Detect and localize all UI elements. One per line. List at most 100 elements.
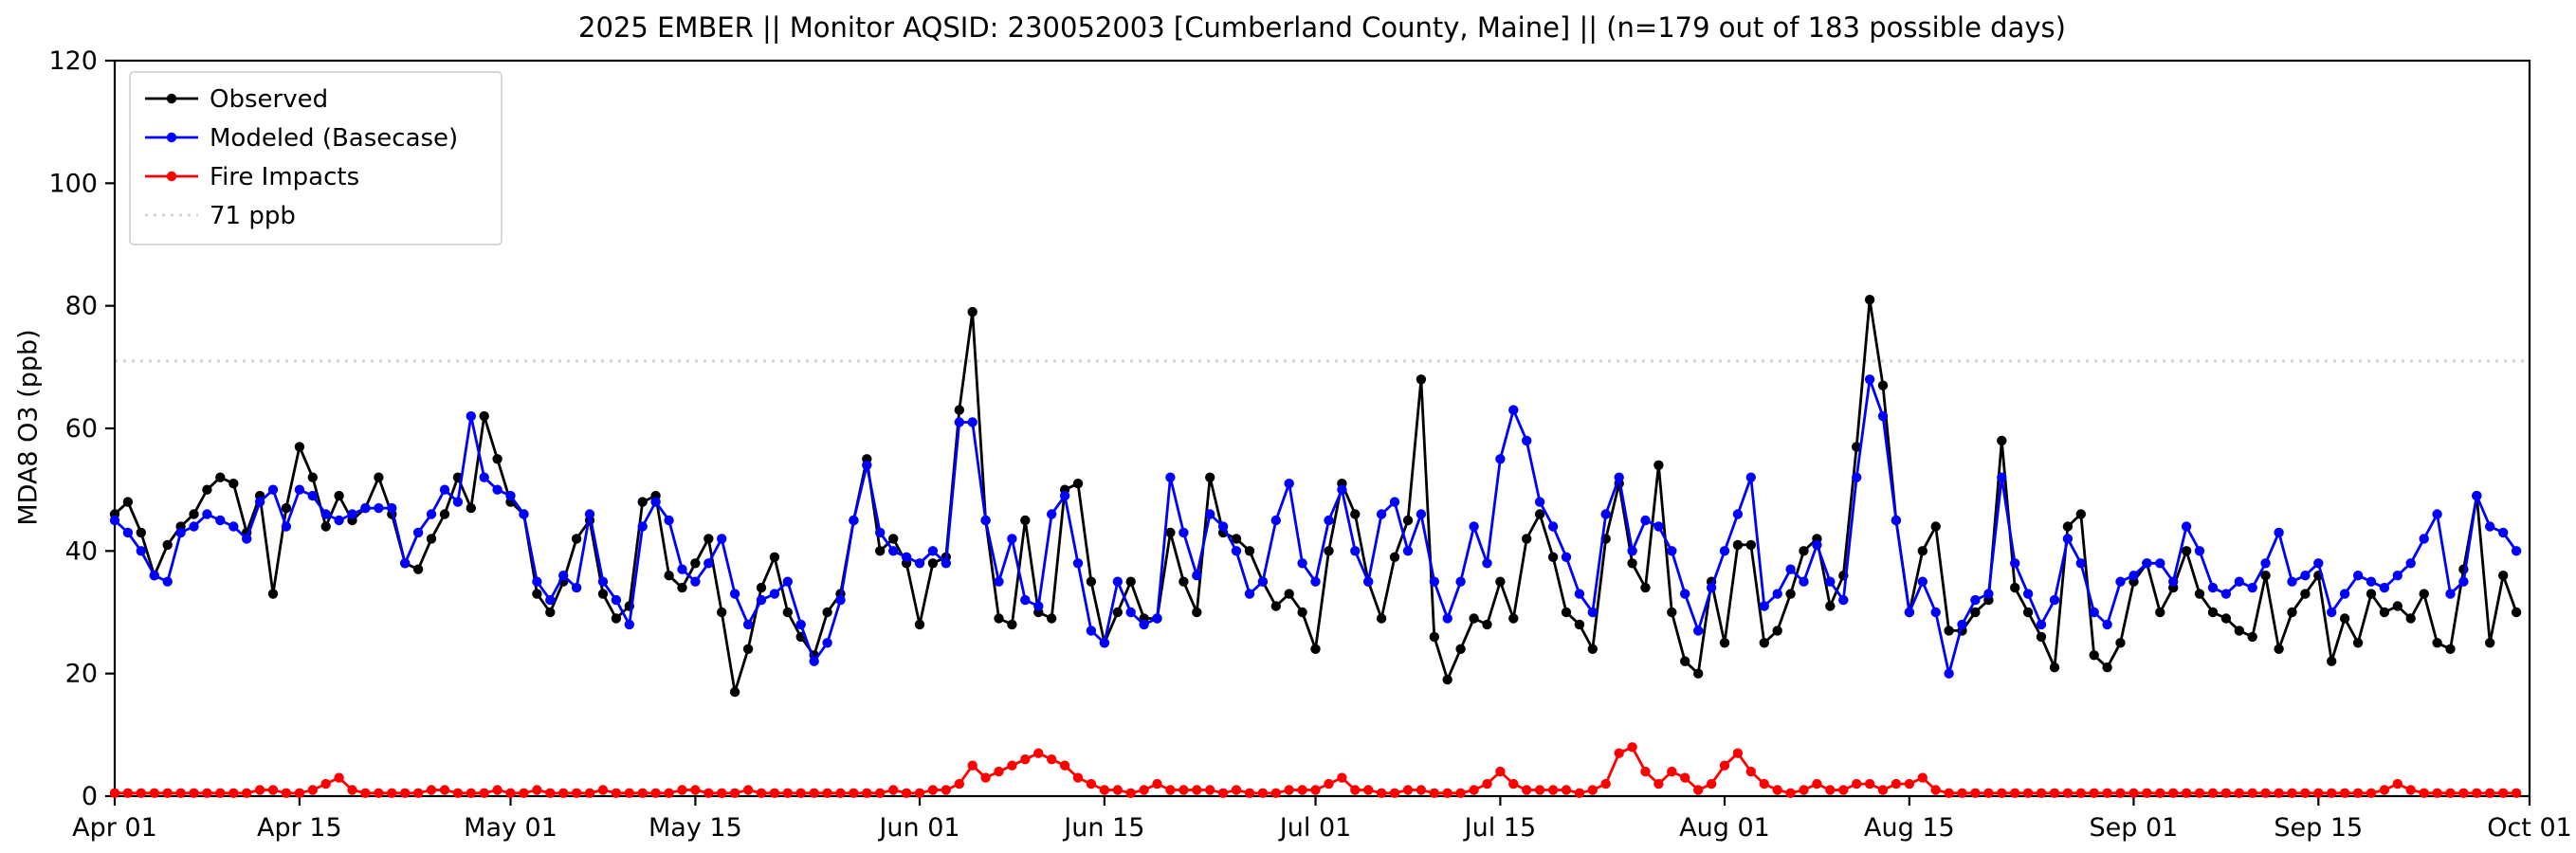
series-marker [1482, 558, 1492, 569]
series-marker [1310, 576, 1321, 587]
series-marker [189, 521, 199, 532]
series-marker [1007, 619, 1017, 630]
series-marker [717, 534, 727, 544]
series-marker [294, 442, 305, 452]
legend-label: Modeled (Basecase) [210, 124, 458, 153]
series-marker [519, 788, 529, 798]
series-marker [1139, 619, 1149, 630]
y-tick-label: 100 [48, 169, 98, 198]
series-marker [1785, 788, 1796, 798]
series-marker [809, 656, 819, 666]
series-marker [254, 785, 265, 795]
x-tick-label: Jul 15 [1463, 813, 1537, 843]
series-marker [1547, 521, 1559, 532]
series-marker [1020, 594, 1031, 606]
series-marker [756, 788, 767, 798]
series-marker [927, 785, 939, 795]
series-marker [1217, 521, 1229, 532]
series-marker [1047, 509, 1057, 519]
series-marker [1402, 785, 1414, 795]
series-marker [360, 788, 371, 798]
y-tick-label: 40 [65, 536, 98, 566]
series-marker [1469, 613, 1479, 624]
x-tick-label: Sep 15 [2274, 813, 2363, 843]
series-marker [2181, 521, 2192, 532]
series-marker [267, 484, 279, 495]
series-marker [901, 552, 912, 562]
series-marker [611, 594, 622, 606]
series-marker [2419, 589, 2429, 599]
series-marker [2458, 788, 2469, 798]
series-marker [584, 509, 595, 519]
series-marker [1772, 589, 1782, 599]
series-marker [1891, 778, 1902, 789]
series-marker [954, 778, 964, 789]
series-marker [2498, 571, 2509, 581]
series-marker [1877, 785, 1889, 795]
series-marker [519, 509, 529, 519]
y-tick-label: 20 [65, 660, 98, 689]
series-marker [2049, 594, 2060, 606]
series-marker [1957, 619, 1967, 630]
series-marker [1812, 539, 1822, 551]
series-marker [2036, 788, 2047, 798]
series-marker [1600, 509, 1611, 519]
series-marker [1217, 788, 1229, 798]
series-marker [2511, 607, 2522, 618]
series-marker [558, 788, 569, 798]
x-tick-label: Jun 01 [877, 813, 959, 843]
series-marker [1469, 521, 1479, 532]
series-marker [1205, 509, 1215, 519]
series-marker [2260, 571, 2271, 581]
series-marker [1799, 576, 1809, 587]
series-marker [1904, 607, 1915, 618]
series-marker [1324, 546, 1334, 556]
series-marker [1653, 778, 1664, 789]
series-marker [1745, 472, 1757, 482]
series-marker [1455, 644, 1466, 654]
series-marker [1337, 484, 1347, 495]
series-marker [2392, 778, 2402, 789]
series-marker [122, 497, 134, 507]
series-marker [1693, 626, 1704, 636]
x-tick-label: Jun 15 [1062, 813, 1144, 843]
series-marker [2472, 490, 2482, 501]
series-marker [189, 788, 199, 798]
series-marker [2445, 589, 2456, 599]
series-marker [1112, 576, 1124, 587]
series-marker [2432, 509, 2442, 519]
series-marker [1192, 785, 1202, 795]
series-marker [2010, 582, 2020, 593]
series-marker [650, 497, 661, 507]
series-marker [1970, 594, 1981, 606]
series-marker [1970, 788, 1981, 798]
x-tick-label: Sep 01 [2090, 813, 2179, 843]
series-marker [426, 785, 437, 795]
series-marker [2075, 788, 2086, 798]
series-marker [994, 766, 1004, 777]
series-marker [1732, 748, 1744, 758]
series-marker [1534, 509, 1545, 519]
series-marker [1653, 521, 1664, 532]
y-tick-label: 120 [48, 46, 98, 76]
series-marker [967, 306, 977, 318]
series-marker [2128, 788, 2139, 798]
series-marker [1033, 748, 1044, 758]
series-marker [1719, 546, 1730, 556]
series-marker [2485, 788, 2495, 798]
series-marker [2339, 613, 2350, 624]
series-marker [2207, 607, 2219, 618]
x-tick-label: May 01 [464, 813, 557, 843]
series-marker [769, 788, 780, 798]
series-marker [360, 502, 371, 514]
series-marker [281, 502, 292, 514]
series-marker [2366, 589, 2377, 599]
series-marker [1522, 785, 1532, 795]
series-marker [162, 788, 173, 798]
series-marker [320, 509, 331, 519]
series-marker [1112, 785, 1124, 795]
series-marker [334, 515, 344, 526]
series-marker [1270, 515, 1282, 526]
series-marker [228, 479, 239, 489]
series-marker [149, 571, 159, 581]
